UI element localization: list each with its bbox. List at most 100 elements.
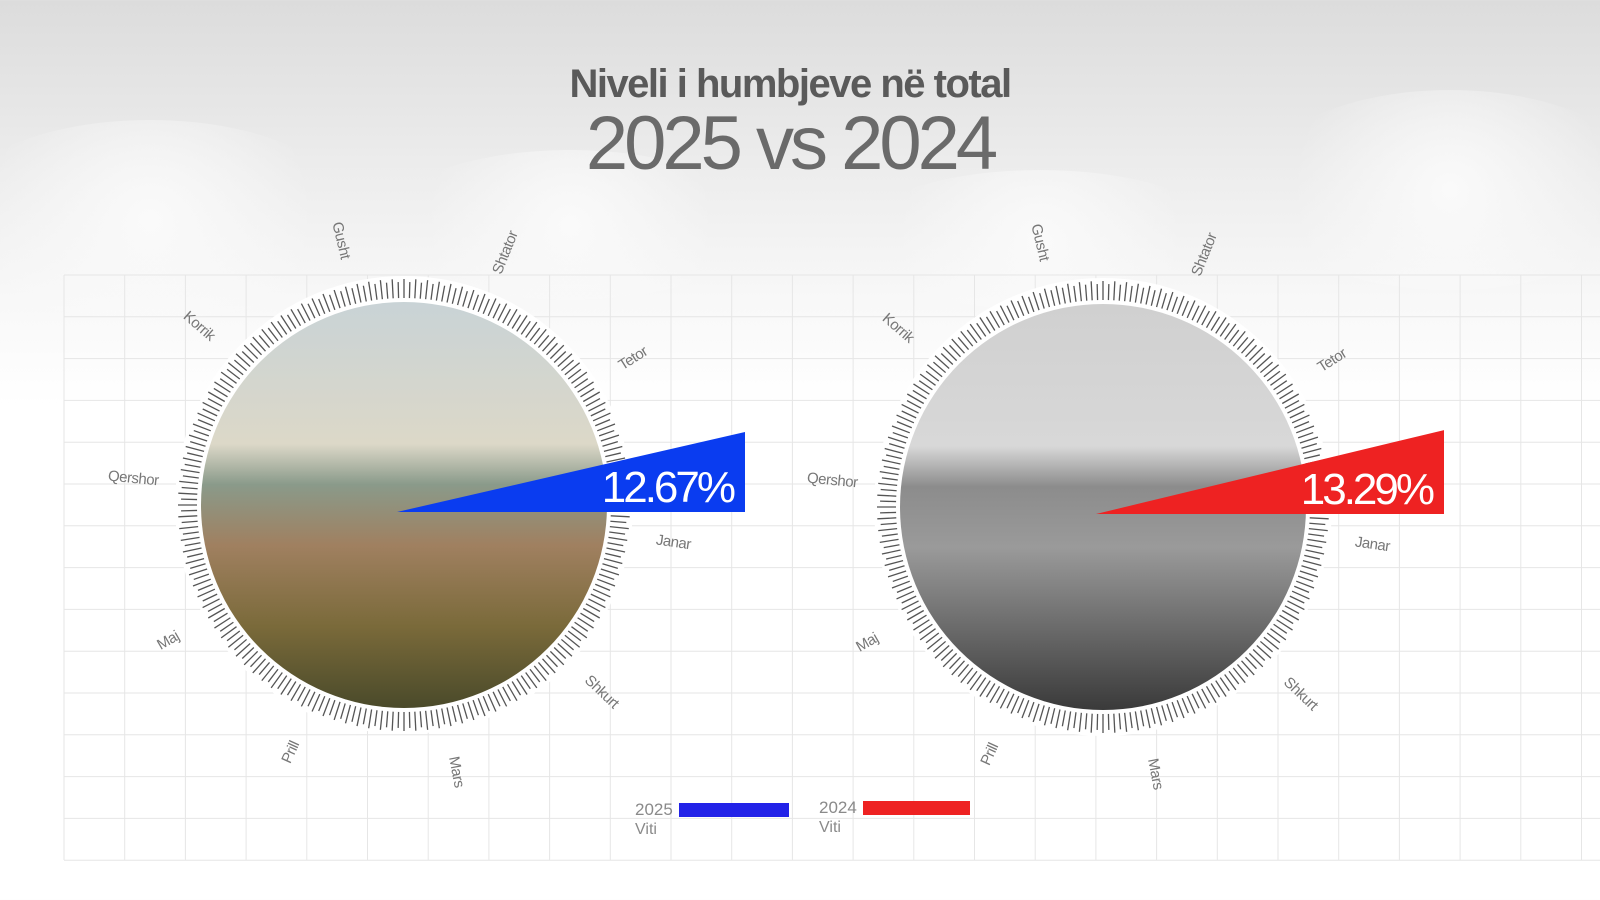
gauge-tick — [934, 355, 950, 369]
gauge-tick — [1228, 329, 1240, 344]
gauge-tick — [188, 434, 208, 442]
gauge-tick — [940, 649, 954, 661]
gauge-tick — [311, 693, 321, 712]
gauge-tick — [901, 410, 917, 419]
gauge-tick — [564, 634, 581, 648]
gauge-tick — [577, 381, 594, 393]
gauge-tick — [362, 285, 367, 302]
gauge-tick — [557, 643, 573, 657]
gauge-tick — [270, 321, 283, 338]
gauge-tick — [311, 298, 321, 317]
gauge-tick — [588, 598, 606, 609]
gauge-tick — [1201, 688, 1210, 704]
gauge-tick — [906, 609, 925, 621]
gauge-tick — [1055, 285, 1061, 305]
gauge-tick — [252, 658, 266, 674]
gauge-tick — [184, 463, 201, 468]
gauge-tick — [1032, 703, 1040, 723]
gauge-tick — [307, 303, 316, 319]
gauge-tick — [1118, 284, 1122, 301]
gauge-tick — [187, 552, 203, 558]
gauge-tick — [368, 281, 373, 301]
gauge-tick — [374, 283, 378, 300]
gauge-tick — [1297, 575, 1314, 583]
gauge-tick — [344, 286, 352, 306]
gauge-tick — [214, 617, 231, 629]
gauge-tick — [192, 423, 211, 432]
gauge-tick — [1232, 667, 1246, 684]
gauge-tick — [949, 344, 961, 358]
gauge-tick — [933, 361, 947, 374]
gauge-tick — [1150, 290, 1156, 306]
gauge-tick — [188, 568, 208, 576]
gauge-tick — [267, 327, 279, 342]
gauge-tick — [888, 443, 905, 449]
value-wedge — [1096, 430, 1444, 514]
month-label: Prill — [278, 738, 303, 766]
gauge-tick — [435, 709, 440, 729]
gauge-tick — [385, 711, 389, 728]
gauge-tick — [1279, 389, 1294, 400]
gauge-tick — [280, 315, 292, 332]
gauge-tick — [1308, 527, 1328, 532]
gauge-tick — [600, 568, 620, 576]
gauge-2025: Janar Shkurt Mars Prill Maj Qershor Korrik Gush… — [107, 220, 745, 789]
month-label: Shkurt — [581, 672, 623, 713]
gauge-tick — [241, 647, 255, 659]
gauge-tick — [1181, 300, 1189, 317]
gauge-tick — [925, 370, 940, 382]
gauge-tick — [1301, 565, 1318, 571]
gauge-tick — [451, 288, 457, 304]
legend-year: 2024 — [819, 798, 857, 817]
gauge-tick — [884, 559, 904, 567]
gauge-tick — [1134, 711, 1139, 731]
gauge-tick — [356, 283, 362, 303]
gauge-tick — [193, 573, 210, 581]
gauge-tick — [1215, 680, 1227, 697]
gauge-tick — [957, 663, 970, 677]
gauge-tick — [182, 475, 199, 479]
gauge-tick — [577, 617, 594, 629]
gauge-tick — [219, 621, 234, 632]
gauge-tick — [989, 310, 1001, 329]
gauge-tick — [878, 527, 898, 532]
gauge-tick — [1010, 695, 1020, 714]
gauge-tick — [179, 525, 199, 530]
gauge-tick — [1145, 709, 1151, 729]
gauge-tick — [883, 544, 900, 549]
gauge-tick — [472, 699, 480, 716]
gauge-tick — [1067, 711, 1072, 731]
gauge-tick — [1291, 590, 1310, 600]
gauge-tick — [891, 580, 910, 589]
month-label: Qershor — [107, 468, 160, 490]
gauge-tick — [1039, 292, 1045, 309]
gauge-tick — [603, 445, 623, 453]
gauge-tick — [594, 583, 611, 591]
gauge-tick — [1129, 285, 1133, 302]
gauge-tick — [1145, 285, 1151, 305]
gauge-tick — [297, 308, 306, 324]
gauge-tick — [227, 362, 244, 376]
gauge-tick — [391, 711, 394, 731]
gauge-tick — [881, 477, 898, 481]
gauge-tick — [1293, 421, 1310, 429]
gauge-tick — [919, 628, 936, 641]
gauge-tick — [202, 598, 220, 609]
gauge-tick — [1210, 316, 1221, 331]
gauge-tick — [333, 701, 341, 721]
gauge-tick — [467, 701, 475, 721]
gauge-tick — [430, 283, 434, 300]
gauge-tick — [878, 482, 898, 487]
legend-year: 2025 — [635, 800, 673, 819]
gauge-tick — [1224, 323, 1237, 340]
gauge-tick — [1090, 281, 1093, 301]
gauge-tick — [918, 380, 933, 391]
gauge-tick — [322, 698, 331, 717]
gauge-tick — [1256, 645, 1272, 659]
gauge-tick — [497, 689, 508, 707]
gauge-tick — [1228, 670, 1240, 685]
gauge-tick — [241, 351, 255, 363]
gauge-tick — [430, 710, 434, 727]
month-label: Shkurt — [1280, 674, 1322, 715]
gauge-tick — [1161, 292, 1167, 309]
